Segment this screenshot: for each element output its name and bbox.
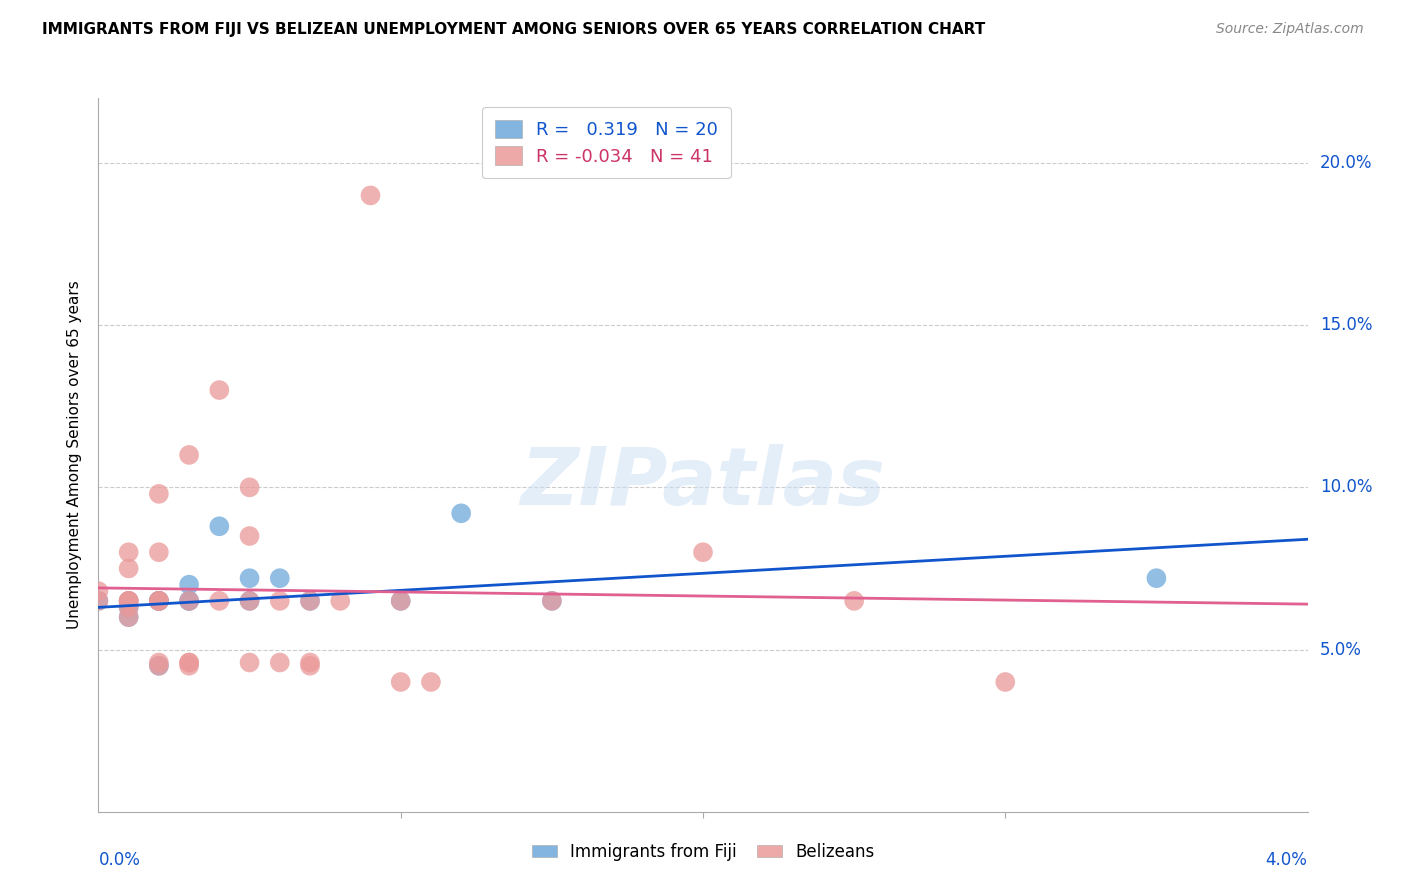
- Point: [148, 658, 170, 673]
- Point: [239, 529, 262, 543]
- Point: [419, 675, 441, 690]
- Point: [239, 656, 262, 670]
- Point: [1144, 571, 1167, 585]
- Point: [148, 594, 170, 608]
- Y-axis label: Unemployment Among Seniors over 65 years: Unemployment Among Seniors over 65 years: [67, 281, 83, 629]
- Point: [239, 571, 262, 585]
- Point: [389, 594, 412, 608]
- Point: [450, 506, 472, 520]
- Point: [329, 594, 352, 608]
- Point: [269, 656, 291, 670]
- Point: [87, 594, 110, 608]
- Point: [389, 594, 412, 608]
- Point: [179, 656, 201, 670]
- Point: [179, 594, 201, 608]
- Text: IMMIGRANTS FROM FIJI VS BELIZEAN UNEMPLOYMENT AMONG SENIORS OVER 65 YEARS CORREL: IMMIGRANTS FROM FIJI VS BELIZEAN UNEMPLO…: [42, 22, 986, 37]
- Point: [118, 561, 141, 575]
- Point: [299, 594, 322, 608]
- Point: [148, 594, 170, 608]
- Point: [299, 594, 322, 608]
- Point: [148, 594, 170, 608]
- Point: [118, 594, 141, 608]
- Point: [269, 594, 291, 608]
- Text: 0.0%: 0.0%: [98, 851, 141, 869]
- Point: [540, 594, 562, 608]
- Point: [118, 594, 141, 608]
- Point: [179, 658, 201, 673]
- Point: [239, 480, 262, 494]
- Point: [118, 594, 141, 608]
- Point: [148, 658, 170, 673]
- Text: ZIPatlas: ZIPatlas: [520, 444, 886, 523]
- Point: [179, 594, 201, 608]
- Point: [148, 594, 170, 608]
- Point: [540, 594, 562, 608]
- Point: [118, 600, 141, 615]
- Point: [87, 594, 110, 608]
- Point: [299, 656, 322, 670]
- Text: 4.0%: 4.0%: [1265, 851, 1308, 869]
- Point: [148, 656, 170, 670]
- Point: [179, 577, 201, 591]
- Point: [179, 594, 201, 608]
- Point: [87, 584, 110, 599]
- Text: 10.0%: 10.0%: [1320, 478, 1372, 496]
- Point: [359, 188, 381, 202]
- Point: [994, 675, 1017, 690]
- Point: [239, 594, 262, 608]
- Point: [148, 594, 170, 608]
- Point: [179, 448, 201, 462]
- Point: [118, 594, 141, 608]
- Point: [148, 487, 170, 501]
- Point: [148, 545, 170, 559]
- Point: [179, 656, 201, 670]
- Point: [208, 594, 231, 608]
- Point: [389, 675, 412, 690]
- Point: [844, 594, 866, 608]
- Point: [239, 594, 262, 608]
- Point: [692, 545, 714, 559]
- Point: [299, 658, 322, 673]
- Legend: Immigrants from Fiji, Belizeans: Immigrants from Fiji, Belizeans: [524, 837, 882, 868]
- Point: [269, 571, 291, 585]
- Point: [118, 545, 141, 559]
- Text: 20.0%: 20.0%: [1320, 154, 1372, 172]
- Text: 15.0%: 15.0%: [1320, 316, 1372, 334]
- Text: Source: ZipAtlas.com: Source: ZipAtlas.com: [1216, 22, 1364, 37]
- Point: [148, 594, 170, 608]
- Point: [208, 519, 231, 533]
- Point: [118, 610, 141, 624]
- Point: [118, 610, 141, 624]
- Point: [118, 600, 141, 615]
- Point: [208, 383, 231, 397]
- Text: 5.0%: 5.0%: [1320, 640, 1361, 658]
